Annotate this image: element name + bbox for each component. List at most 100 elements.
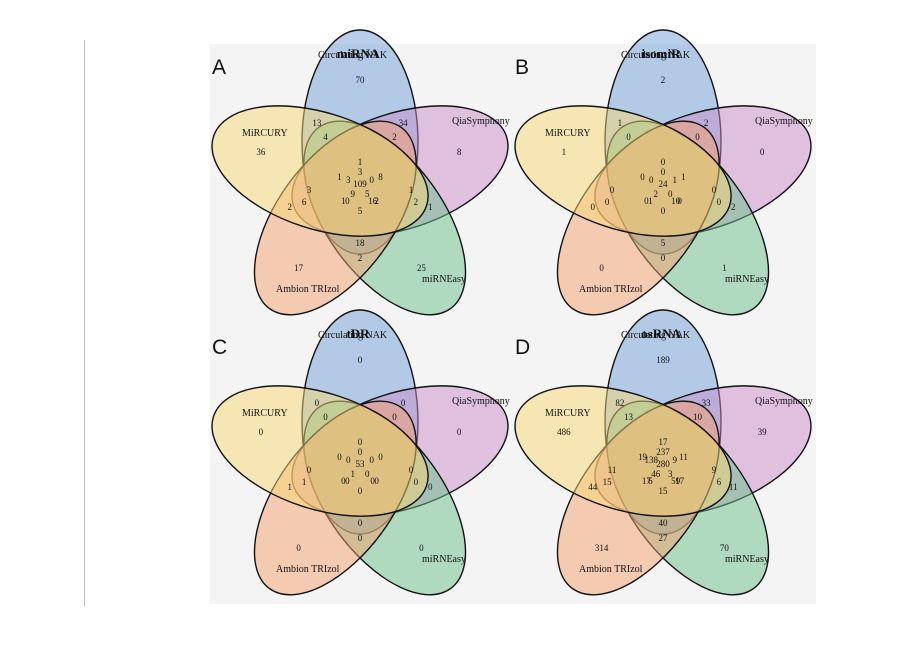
region-count: 0 <box>644 196 649 207</box>
region-count: 138 <box>644 455 658 466</box>
region-count: 19 <box>637 452 647 463</box>
set-label-circulating-nak: Circulating NAK <box>621 50 691 61</box>
region-count: 0 <box>413 477 419 488</box>
region-count: 15 <box>602 477 612 488</box>
region-count: 2 <box>392 131 397 142</box>
region-count: 0 <box>660 206 666 216</box>
region-count: 4 <box>323 131 328 142</box>
region-count: 70 <box>355 74 365 85</box>
region-count: 0 <box>341 476 346 487</box>
region-count: 189 <box>656 354 670 365</box>
region-count: 109 <box>353 178 367 189</box>
region-count: 2 <box>653 189 658 199</box>
region-count: 17 <box>658 437 668 448</box>
region-count: 0 <box>716 197 722 208</box>
region-count: 0 <box>648 175 654 186</box>
region-count: 0 <box>323 411 328 422</box>
region-count: 10 <box>692 411 702 422</box>
region-count: 0 <box>660 252 666 263</box>
region-count: 24 <box>658 178 668 189</box>
region-count: 0 <box>370 476 375 487</box>
region-count: 3 <box>357 166 363 177</box>
panel-title: isomiR <box>641 46 681 61</box>
region-count: 5 <box>660 237 666 248</box>
venn-diagram <box>211 29 509 316</box>
set-ellipse-mircury <box>514 105 732 237</box>
region-count: 0 <box>599 263 604 274</box>
region-count: 16 <box>368 196 378 207</box>
set-label-mircury: MiRCURY <box>242 128 288 139</box>
page-divider-line <box>84 40 85 606</box>
region-count: 11 <box>607 465 617 475</box>
set-ellipse-mircury <box>514 385 732 517</box>
region-count: 9 <box>350 189 355 199</box>
panel-title: osRNA <box>641 326 681 341</box>
region-count: 39 <box>757 426 767 437</box>
region-count: 10 <box>671 196 681 207</box>
region-count: 0 <box>296 543 301 554</box>
set-label-mirneasy: miRNEasy <box>725 274 769 285</box>
region-count: 70 <box>719 543 729 554</box>
set-ellipse-mircury <box>211 385 429 517</box>
set-label-qiasymphony: QiaSymphony <box>452 116 510 127</box>
region-count: 17 <box>294 263 304 274</box>
region-count: 1 <box>341 196 346 207</box>
region-count: 2 <box>660 74 666 85</box>
set-label-mirneasy: miRNEasy <box>725 554 769 565</box>
region-count: 2 <box>374 196 379 207</box>
region-count: 0 <box>590 201 595 212</box>
region-count: 0 <box>400 398 406 409</box>
region-count: 5 <box>365 189 370 199</box>
set-label-circulating-nak: Circulating NAK <box>318 50 388 61</box>
region-count: 2 <box>287 201 292 212</box>
region-count: 0 <box>365 469 370 479</box>
region-count: 1 <box>408 185 414 195</box>
region-count: 0 <box>419 543 424 554</box>
region-count: 11 <box>679 452 688 463</box>
set-ellipse-mircury <box>211 105 429 237</box>
region-count: 0 <box>609 185 615 195</box>
region-count: 46 <box>651 469 661 479</box>
region-count: 0 <box>378 452 383 463</box>
region-count: 17 <box>641 476 651 487</box>
region-count: 1 <box>681 172 686 183</box>
region-count: 0 <box>357 446 363 457</box>
set-label-mircury: MiRCURY <box>545 128 591 139</box>
region-count: 0 <box>345 196 350 207</box>
region-count: 59 <box>671 476 681 487</box>
region-count: 1 <box>561 146 567 157</box>
region-count: 1 <box>337 172 342 183</box>
region-count: 0 <box>428 481 433 492</box>
region-count: 17 <box>675 476 685 487</box>
region-count: 40 <box>658 517 668 528</box>
venn-diagram <box>514 309 812 596</box>
region-count: 15 <box>658 486 668 496</box>
set-label-ambion-trizol: Ambion TRIzol <box>579 284 643 295</box>
region-count: 0 <box>369 175 375 186</box>
region-count: 0 <box>357 437 363 448</box>
region-count: 0 <box>695 131 700 142</box>
region-count: 27 <box>658 532 668 543</box>
region-count: 0 <box>668 189 673 199</box>
region-count: 0 <box>660 157 666 168</box>
region-count: 0 <box>337 452 342 463</box>
panel-letter: D <box>515 336 531 359</box>
region-count: 9 <box>672 455 678 466</box>
set-label-mircury: MiRCURY <box>545 408 591 419</box>
region-count: 2 <box>731 201 736 212</box>
region-count: 0 <box>314 398 320 409</box>
region-count: 36 <box>256 146 266 157</box>
region-count: 1 <box>287 481 292 492</box>
set-label-mircury: MiRCURY <box>242 408 288 419</box>
region-count: 0 <box>660 166 666 177</box>
region-count: 9 <box>711 465 717 475</box>
region-count: 0 <box>711 185 717 195</box>
region-count: 1 <box>722 263 727 274</box>
region-count: 0 <box>604 197 610 208</box>
region-count: 0 <box>258 426 264 437</box>
